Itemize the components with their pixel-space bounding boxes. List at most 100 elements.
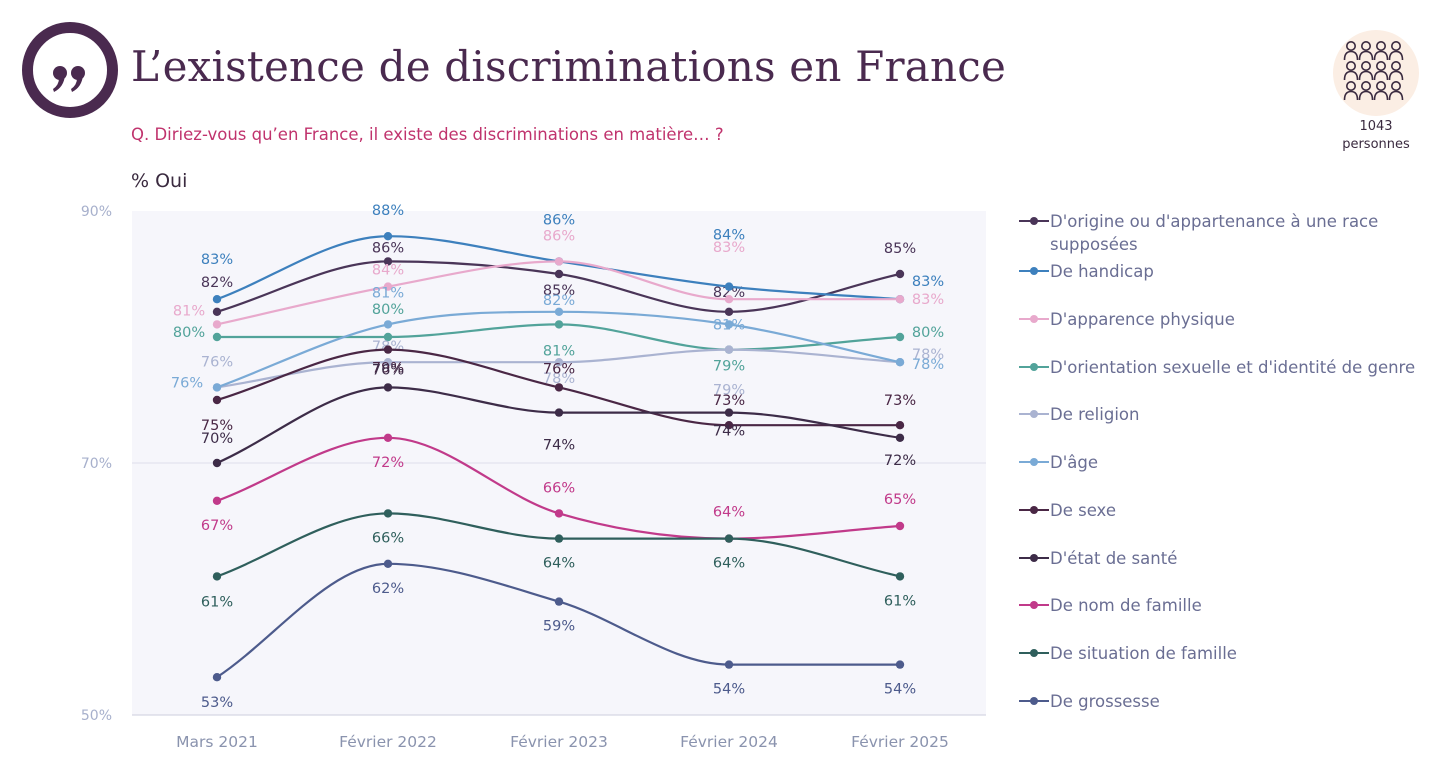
data-label: 72% [372, 455, 404, 471]
legend-item: De nom de famille [1018, 594, 1443, 617]
legend-item: D'âge [1018, 451, 1443, 474]
data-point [554, 257, 564, 266]
group-people-icon [1333, 30, 1419, 116]
y-tick-label: 70% [81, 456, 112, 472]
data-label: 79% [372, 361, 404, 377]
data-point [212, 332, 222, 342]
data-point [383, 320, 393, 329]
legend-swatch-icon [1018, 403, 1050, 425]
data-label: 64% [713, 505, 745, 521]
legend-item: D'origine ou d'appartenance à une race s… [1018, 210, 1443, 256]
legend-swatch-icon [1018, 499, 1050, 521]
legend-label: D'orientation sexuelle et d'identité de … [1050, 358, 1416, 377]
data-point [212, 572, 222, 581]
quote-marks-icon [53, 66, 85, 92]
data-label: 78% [912, 357, 944, 373]
data-label: 61% [201, 594, 233, 610]
data-label: 84% [372, 263, 404, 279]
data-point [724, 534, 734, 543]
legend-item: D'orientation sexuelle et d'identité de … [1018, 356, 1443, 379]
data-point [895, 332, 905, 342]
data-point [895, 660, 905, 669]
data-point [383, 509, 393, 518]
data-point [383, 345, 393, 354]
data-label: 74% [543, 438, 575, 454]
data-label: 83% [912, 292, 944, 308]
data-label: 86% [543, 212, 575, 228]
legend-label: De sexe [1050, 501, 1116, 520]
data-point [212, 307, 222, 316]
legend-item: De grossesse [1018, 690, 1443, 713]
legend-swatch-icon [1018, 451, 1050, 473]
data-label: 83% [201, 252, 233, 268]
y-tick-label: 90% [81, 204, 112, 220]
data-point [554, 509, 564, 518]
data-label: 62% [372, 581, 404, 597]
data-point [554, 383, 564, 392]
legend-label: De situation de famille [1050, 644, 1237, 663]
data-point [554, 534, 564, 543]
data-label: 76% [543, 361, 575, 377]
data-label: 66% [372, 530, 404, 546]
data-point [383, 232, 393, 241]
legend-label: De handicap [1050, 262, 1154, 281]
data-label: 76% [171, 375, 203, 391]
data-point [724, 320, 734, 329]
data-label: 81% [372, 285, 404, 301]
quote-logo-icon [22, 22, 118, 118]
data-point [554, 269, 564, 279]
data-point [212, 673, 222, 682]
data-point [895, 358, 905, 367]
data-label: 64% [713, 556, 745, 572]
data-label: 79% [713, 383, 745, 399]
data-point [383, 559, 393, 568]
x-tick-label: Février 2024 [680, 733, 778, 751]
data-label: 64% [543, 556, 575, 572]
legend-swatch-icon [1018, 260, 1050, 282]
data-point [724, 345, 734, 354]
data-label: 81% [713, 317, 745, 333]
legend-swatch-icon [1018, 594, 1050, 616]
x-tick-label: Février 2025 [851, 733, 949, 751]
x-tick-label: Février 2022 [339, 733, 437, 751]
data-point [554, 408, 564, 417]
legend-item: De situation de famille [1018, 642, 1443, 665]
data-label: 83% [912, 274, 944, 290]
data-point [895, 521, 905, 531]
data-point [212, 320, 222, 329]
data-label: 78% [543, 371, 575, 387]
legend-label: De religion [1050, 405, 1140, 424]
data-point [724, 408, 734, 417]
data-label: 83% [713, 240, 745, 256]
series-9: 61% 66% 64% 64% 61% [201, 509, 916, 610]
series-6: 75%79% 76%73% 73% [201, 345, 916, 434]
data-label: 73% [884, 393, 916, 409]
legend-item: De handicap [1018, 260, 1443, 283]
data-point [895, 433, 905, 442]
data-label: 76% [372, 362, 404, 378]
legend-item: D'état de santé [1018, 547, 1443, 570]
data-label: 59% [543, 619, 575, 635]
series-10: 53% 62% 59% 54% 54% [201, 559, 916, 711]
data-point [383, 433, 393, 442]
data-point [724, 282, 734, 291]
data-label: 82% [713, 285, 745, 301]
data-label: 86% [543, 228, 575, 244]
data-label: 80% [173, 325, 205, 341]
legend-item: D'apparence physique [1018, 308, 1443, 331]
data-point [212, 458, 222, 468]
data-label: 81% [173, 303, 205, 319]
data-point [895, 295, 905, 304]
series-5: 76% 81% 82% 81% 78% [171, 285, 944, 392]
data-point [383, 282, 393, 291]
data-point [212, 383, 222, 392]
data-point [212, 395, 222, 405]
data-label: 76% [201, 354, 233, 370]
data-label: 86% [372, 240, 404, 256]
data-point [383, 332, 393, 342]
data-label: 73% [713, 393, 745, 409]
data-label: 82% [543, 293, 575, 309]
series-8: 67% 72% 66% 64% 65% [201, 433, 916, 543]
unit-label: % Oui [131, 170, 188, 192]
legend-swatch-icon [1018, 356, 1050, 378]
